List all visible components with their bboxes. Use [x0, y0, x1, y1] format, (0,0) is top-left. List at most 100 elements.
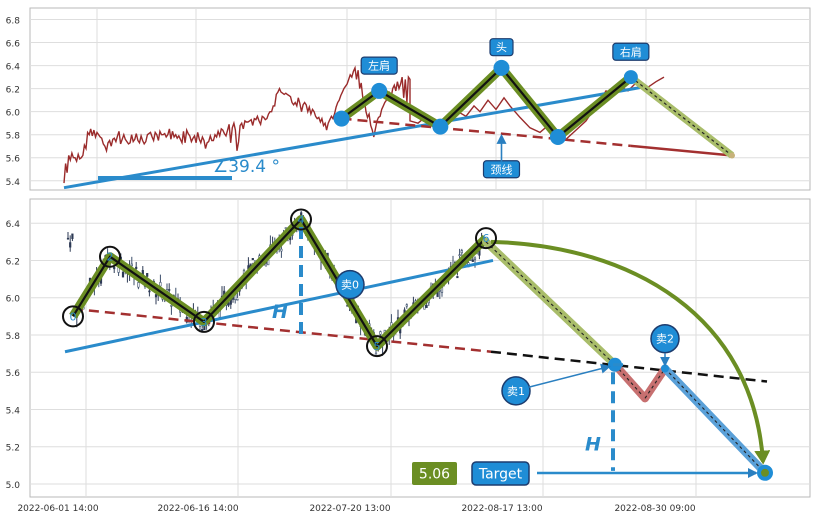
bottom-x-tick-labels: 2022-06-01 14:00 2022-06-16 14:00 2022-07-…: [17, 504, 695, 514]
top-y-tick-label: 5.6: [6, 155, 21, 165]
target-seg-3-halo: [641, 364, 669, 403]
top-y-tick-labels: 5.4 5.6 5.8 6.0 6.2 6.4 6.6 6.8: [6, 17, 21, 188]
top-price-line: [63, 65, 665, 184]
pattern-point-label: 6: [483, 232, 490, 245]
bottom-pattern-line: [72, 218, 487, 348]
bottom-y-tick-label: 5.0: [6, 481, 21, 491]
bottom-y-tick-label: 5.4: [6, 406, 21, 416]
sell-marker-circle: [335, 269, 365, 300]
sell-marker-label: 卖0: [341, 279, 359, 292]
pattern-point-circle: [366, 335, 388, 358]
candle-body: [284, 227, 287, 229]
top-projection-end: [729, 152, 735, 159]
bottom-plot-frame: [29, 198, 811, 498]
bottom-y-tick-label: 5.6: [6, 369, 21, 379]
candle-body: [280, 248, 283, 252]
candle-body: [135, 266, 138, 269]
candle-body: [251, 258, 254, 261]
pattern-point-label: 4: [298, 213, 305, 226]
bottom-x-tick-label: 2022-06-01 14:00: [17, 504, 98, 514]
pattern-point-label: 5: [374, 340, 381, 353]
candle-body: [113, 266, 116, 270]
top-y-tick-label: 6.0: [6, 109, 21, 119]
candle-body: [159, 282, 162, 287]
bottom-x-tick-label: 2022-07-20 13:00: [309, 504, 390, 514]
top-label-box: [612, 42, 650, 61]
bottom-y-tick-label: 5.2: [6, 444, 20, 454]
top-y-tick-label: 6.8: [6, 17, 21, 27]
bottom-trendline: [64, 258, 494, 354]
target-value-box: 5.06: [412, 462, 457, 485]
top-pattern-points: [333, 59, 735, 159]
bottom-y-tick-labels: 5.0 5.2 5.4 5.6 5.8 6.0 6.2 6.4: [6, 220, 21, 491]
sell-marker-circle: [650, 323, 680, 354]
candle-body: [130, 263, 133, 267]
top-label-text: 颈线: [490, 162, 512, 176]
bottom-panel: 5.0 5.2 5.4 5.6 5.8 6.0 6.2 6.4 2022-06-01 14:0…: [6, 198, 811, 514]
sell-marker-circle: [501, 376, 531, 406]
sell1-pointer: [528, 363, 611, 388]
pattern-point-circle: [290, 208, 312, 231]
top-trendline: [63, 84, 648, 190]
top-y-tick-label: 6.2: [6, 86, 20, 96]
bottom-y-tick-label: 6.4: [6, 220, 21, 230]
top-label-box: [489, 38, 514, 57]
sell-marker-label: 卖2: [656, 333, 674, 346]
top-pattern-point: [623, 70, 638, 85]
candle-body: [227, 302, 230, 306]
top-plot-frame: [29, 7, 811, 191]
top-pattern-point: [432, 118, 449, 135]
candle-body: [168, 289, 171, 291]
angle-label: ∠39.4 °: [213, 157, 280, 177]
top-pattern-point: [549, 129, 566, 146]
top-label-2: 右肩: [612, 42, 650, 61]
pattern-point-circle: [62, 305, 84, 328]
bottom-y-tick-label: 5.8: [6, 332, 21, 342]
candle-body: [471, 259, 474, 262]
height-label: H: [272, 301, 288, 323]
top-pattern-point: [333, 110, 350, 127]
candle-body: [154, 294, 158, 298]
top-projection-halo: [628, 74, 735, 159]
sell2-dot: [661, 364, 669, 373]
sell-marker-label: 卖1: [507, 385, 525, 398]
candle-body: [473, 257, 477, 260]
candle-body: [148, 290, 151, 293]
candle-body: [425, 304, 428, 308]
candle-body: [146, 273, 149, 277]
candle-body: [456, 276, 459, 279]
pattern-point-label: 3: [201, 316, 208, 329]
candle-body: [458, 254, 461, 257]
pattern-point-circle: [475, 227, 497, 250]
top-y-tick-label: 6.6: [6, 40, 21, 50]
top-y-tick-label: 5.8: [6, 132, 21, 142]
top-label-text: 左肩: [368, 59, 390, 73]
top-label-0: 左肩: [360, 56, 398, 75]
top-pattern-point: [371, 82, 388, 99]
candle-body: [379, 331, 382, 335]
bottom-x-tick-label: 2022-08-17 13:00: [461, 504, 542, 514]
bottom-neckline: [72, 307, 492, 353]
target-end-dot-inner: [761, 468, 769, 477]
pattern-point-circle: [193, 310, 215, 333]
bottom-y-tick-label: 6.2: [6, 257, 20, 267]
bottom-x-tick-label: 2022-06-16 14:00: [157, 504, 238, 514]
height-label: H: [585, 433, 601, 455]
target-path: [482, 237, 773, 481]
candle-body: [71, 233, 74, 239]
bottom-pattern-points: 0 2 3 4 5 6: [62, 208, 497, 358]
top-label-box: [360, 56, 398, 75]
candle-body: [66, 237, 70, 240]
top-neckline-extension: [630, 144, 733, 157]
target-seg-1-halo: [482, 237, 619, 369]
candle-body: [170, 305, 173, 307]
candle-body: [137, 282, 140, 288]
candle-body: [69, 242, 72, 248]
top-neckline: [341, 117, 631, 148]
candle-body: [460, 250, 463, 254]
target-label-text: Target: [478, 467, 523, 483]
target-seg-2-line: [614, 364, 646, 399]
